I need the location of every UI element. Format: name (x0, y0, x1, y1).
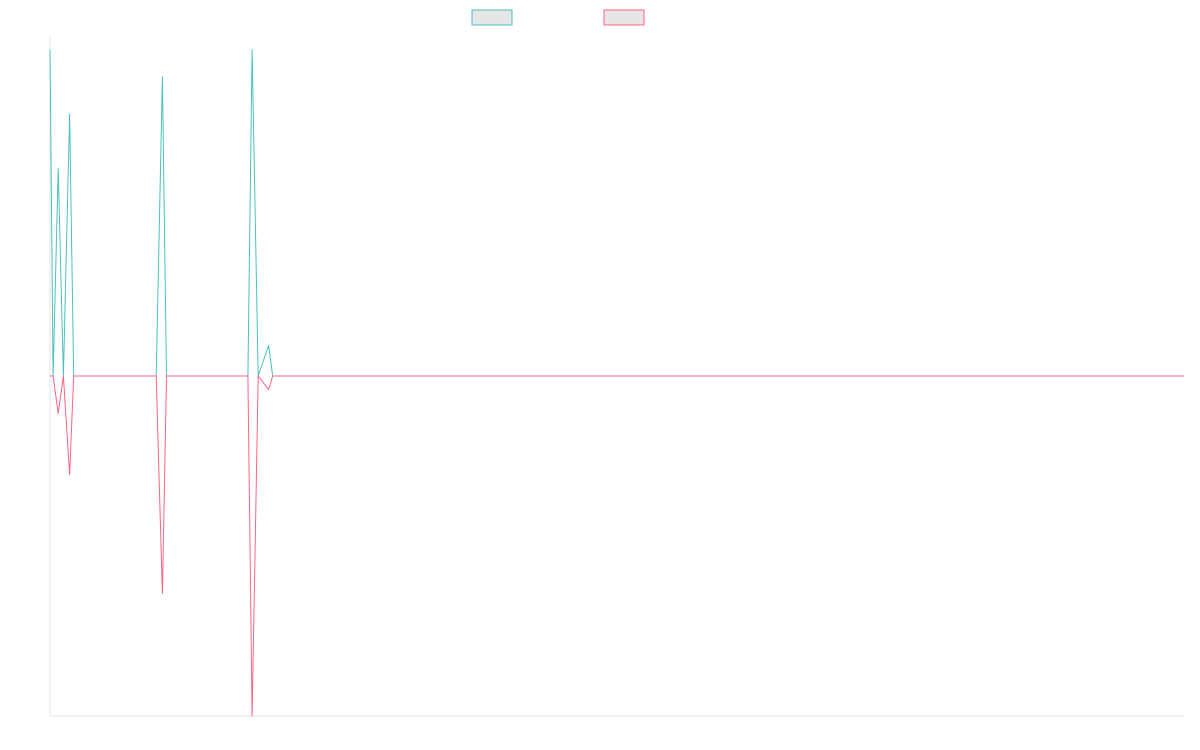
series-line-1 (49, 49, 1184, 377)
chart-series (49, 49, 1184, 717)
legend-swatch-2[interactable] (603, 9, 645, 26)
series-line-2 (50, 375, 1184, 717)
legend-swatch-1[interactable] (471, 9, 513, 26)
chart-legend (471, 9, 645, 26)
